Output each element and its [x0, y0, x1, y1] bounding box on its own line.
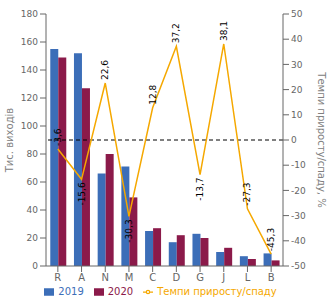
- svg-text:-50: -50: [291, 261, 306, 271]
- svg-text:Тис. виходів: Тис. виходів: [8, 108, 15, 174]
- svg-text:140: 140: [21, 65, 38, 75]
- svg-text:10: 10: [291, 110, 303, 120]
- svg-text:-27,3: -27,3: [242, 182, 252, 205]
- svg-text:L: L: [245, 272, 251, 283]
- svg-text:-45,3: -45,3: [266, 228, 276, 251]
- svg-text:-30: -30: [291, 211, 306, 221]
- svg-text:B: B: [268, 272, 275, 283]
- svg-text:-10: -10: [291, 160, 306, 170]
- svg-text:40: 40: [291, 34, 303, 44]
- html-text:Темпи приросту/спаду: Темпи приросту/спаду: [157, 286, 277, 297]
- svg-text:Темпи приросту/спаду, %: Темпи приросту/спаду, %: [316, 71, 323, 207]
- svg-text:100: 100: [21, 121, 38, 131]
- html-text:2019: 2019: [58, 286, 84, 297]
- svg-text:160: 160: [21, 37, 38, 47]
- svg-text:60: 60: [27, 177, 39, 187]
- svg-text:0: 0: [291, 135, 297, 145]
- svg-text:J: J: [221, 272, 225, 283]
- svg-text:-3,6: -3,6: [53, 128, 63, 146]
- svg-text:38,1: 38,1: [219, 21, 229, 41]
- svg-text:G: G: [196, 272, 204, 283]
- svg-text:40: 40: [27, 205, 39, 215]
- svg-text:-30,3: -30,3: [124, 219, 134, 242]
- svg-text:20: 20: [291, 85, 303, 95]
- svg-text:20: 20: [27, 233, 39, 243]
- svg-text:180: 180: [21, 9, 38, 19]
- svg-text:120: 120: [21, 93, 38, 103]
- svg-text:22,6: 22,6: [100, 60, 110, 80]
- svg-text:0: 0: [32, 261, 38, 271]
- svg-text:12,8: 12,8: [148, 84, 158, 104]
- svg-text:-40: -40: [291, 236, 306, 246]
- svg-text:-20: -20: [291, 186, 306, 196]
- svg-text:D: D: [172, 272, 180, 283]
- svg-text:N: N: [102, 272, 109, 283]
- svg-text:A: A: [78, 272, 85, 283]
- svg-text:37,2: 37,2: [171, 23, 181, 43]
- svg-text:30: 30: [291, 60, 303, 70]
- html-text:2020: 2020: [107, 286, 134, 297]
- svg-text:M: M: [125, 272, 134, 283]
- svg-text:R: R: [54, 272, 61, 283]
- svg-text:80: 80: [27, 149, 39, 159]
- svg-text:C: C: [149, 272, 156, 283]
- svg-text:-15,6: -15,6: [77, 182, 87, 206]
- svg-text:50: 50: [291, 9, 303, 19]
- svg-text:-13,7: -13,7: [195, 178, 205, 201]
